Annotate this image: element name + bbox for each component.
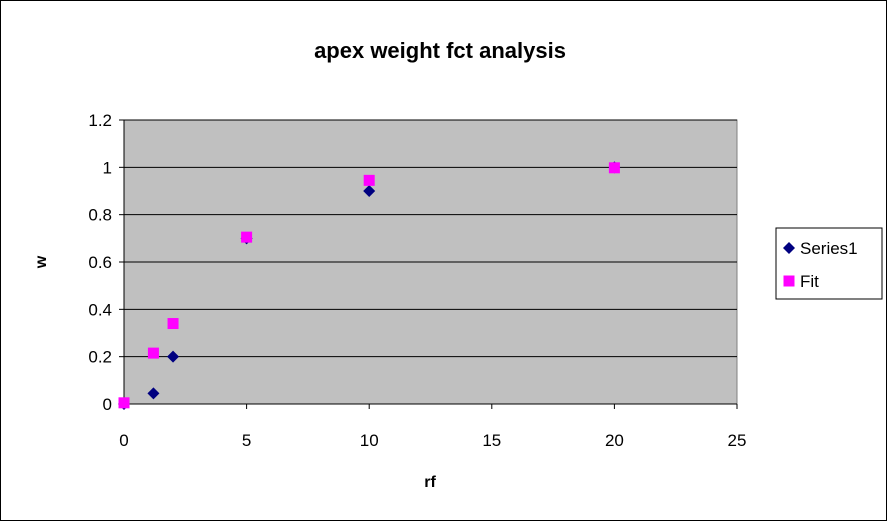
- data-point: [241, 231, 253, 243]
- x-tick-label: 0: [119, 431, 128, 450]
- x-tick-label: 5: [242, 431, 251, 450]
- data-point: [363, 174, 375, 186]
- data-point: [118, 397, 130, 409]
- data-point: [167, 350, 180, 363]
- legend-marker: [783, 275, 795, 287]
- x-tick-label: 10: [360, 431, 379, 450]
- legend-entries: Series1 Fit: [783, 239, 858, 291]
- x-tick-label: 25: [728, 431, 747, 450]
- data-point: [363, 185, 376, 197]
- legend: Series1 Fit: [775, 227, 883, 300]
- chart-title: apex weight fct analysis: [314, 38, 566, 63]
- y-tick-label: 0.6: [88, 253, 112, 272]
- y-tick-label: 0.2: [88, 348, 112, 367]
- x-axis-label: rf: [424, 474, 436, 491]
- y-tick-label: 0.8: [88, 206, 112, 225]
- x-tick-label: 15: [482, 431, 501, 450]
- data-point: [608, 162, 620, 174]
- series-fit: [118, 162, 620, 409]
- legend-box: [775, 227, 883, 300]
- data-point: [147, 387, 160, 400]
- y-tick-label: 1.2: [88, 111, 112, 130]
- legend-label: Series1: [800, 239, 858, 258]
- y-axis-label: w: [33, 255, 50, 269]
- grid-lines: [124, 119, 737, 358]
- legend-label: Fit: [800, 272, 819, 291]
- y-tick-label: 0.4: [88, 300, 112, 319]
- legend-marker: [783, 242, 795, 254]
- y-tick-label: 0: [103, 395, 112, 414]
- x-axis-ticks: 0 5 10 15 20 25: [119, 404, 746, 450]
- y-axis-ticks: 0 0.2 0.4 0.6 0.8 1 1.2: [88, 111, 124, 414]
- data-point: [147, 347, 159, 359]
- data-point: [167, 318, 179, 330]
- x-tick-label: 20: [605, 431, 624, 450]
- y-tick-label: 1: [103, 158, 112, 177]
- series-layer: [118, 161, 621, 410]
